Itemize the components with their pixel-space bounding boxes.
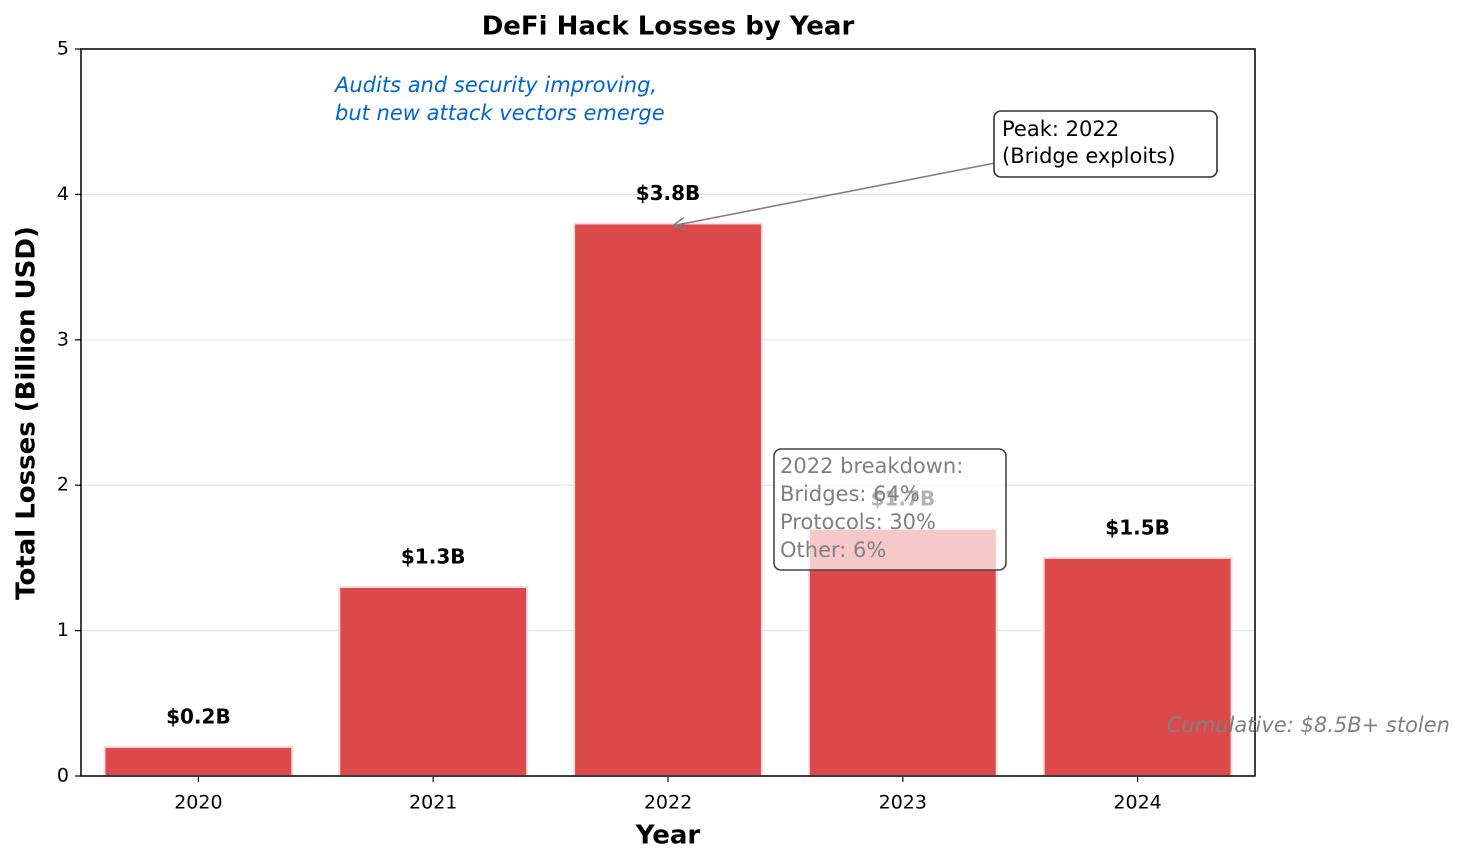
annotation-box <box>993 110 1218 178</box>
annotation-arrow <box>673 162 996 227</box>
y-axis-label: Total Losses (Billion USD) <box>12 226 42 600</box>
annotation-breakdown: Protocols: 30% <box>780 510 936 534</box>
x-tick-label: 2022 <box>644 792 692 814</box>
annotation-peak: (Bridge exploits) <box>1002 144 1176 168</box>
x-axis-label: Year <box>635 821 701 851</box>
y-tick-label: 1 <box>57 619 69 641</box>
x-tick-label: 2024 <box>1113 792 1161 814</box>
value-label: $0.2B <box>166 704 231 728</box>
chart-title: DeFi Hack Losses by Year <box>482 12 855 42</box>
annotation-note: Audits and security improving, <box>333 73 657 97</box>
annotation-breakdown: 2022 breakdown: <box>780 454 963 478</box>
annotation-box <box>773 448 1007 571</box>
value-label: $1.3B <box>401 544 466 568</box>
annotation-breakdown: Bridges: 64% <box>780 482 920 506</box>
arrow-head <box>671 216 687 231</box>
bar <box>573 222 763 778</box>
annotation-peak: Peak: 2022 <box>1002 117 1119 141</box>
y-tick-label: 0 <box>57 765 69 787</box>
annotation-cumulative: Cumulative: $8.5B+ stolen <box>1167 713 1450 737</box>
annotation-breakdown: Other: 6% <box>780 538 886 562</box>
y-tick-label: 4 <box>57 183 69 205</box>
plot-frame <box>80 48 1256 777</box>
y-tick-label: 3 <box>57 328 69 350</box>
x-tick-label: 2020 <box>174 792 222 814</box>
x-tick-label: 2021 <box>409 792 457 814</box>
annotation-note: but new attack vectors emerge <box>335 101 665 125</box>
bar <box>1042 556 1233 778</box>
value-label: $3.8B <box>636 181 701 205</box>
x-tick-label: 2023 <box>879 792 927 814</box>
value-label: $1.5B <box>1105 515 1170 539</box>
bar <box>338 585 529 777</box>
y-tick-label: 2 <box>57 474 69 496</box>
bar <box>103 745 294 777</box>
y-tick-label: 5 <box>57 38 69 60</box>
